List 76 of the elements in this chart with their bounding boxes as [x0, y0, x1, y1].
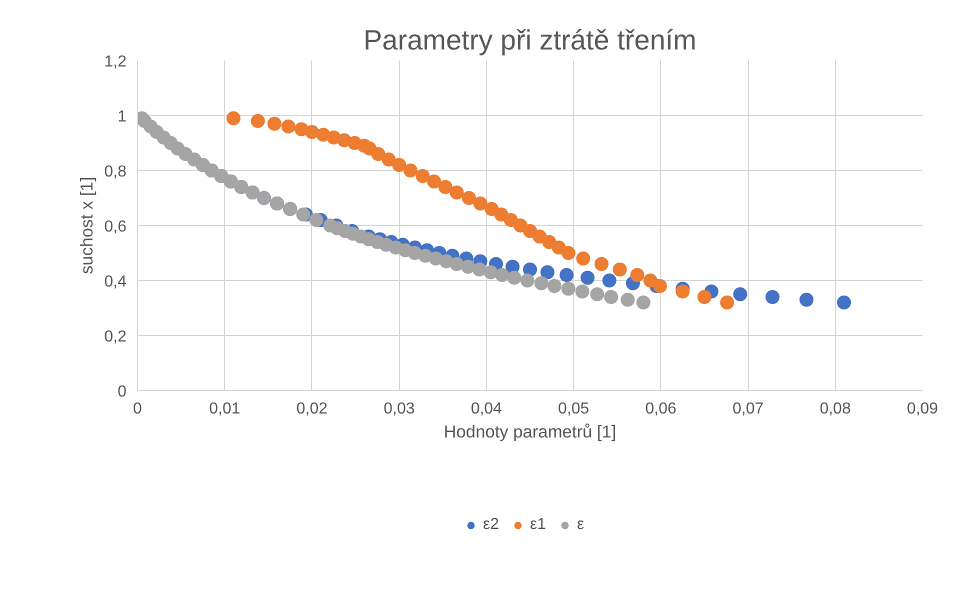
y-tick-label: 0,8 [104, 164, 127, 180]
legend-label: ε1 [530, 516, 548, 534]
point [450, 257, 464, 271]
point [560, 268, 574, 282]
point [507, 270, 522, 285]
y-tick-label: 1 [118, 108, 127, 126]
point [462, 191, 476, 205]
point [404, 164, 418, 178]
point [226, 111, 240, 126]
point [652, 279, 667, 293]
x-tick-label: 0,08 [820, 400, 851, 418]
point [427, 174, 442, 188]
x-tick-label: 0,04 [470, 400, 502, 418]
point [602, 274, 616, 288]
y-tick-label: 0,6 [104, 218, 127, 236]
point [561, 246, 576, 260]
x-tick-label: 0,07 [732, 400, 764, 418]
point [520, 274, 534, 288]
point [450, 186, 464, 200]
point [576, 252, 590, 266]
legend-label: ε2 [483, 516, 500, 534]
point [416, 169, 430, 183]
point [281, 120, 296, 134]
point [676, 284, 690, 298]
point [473, 196, 488, 210]
point [580, 270, 595, 285]
point [697, 290, 712, 304]
point [575, 284, 590, 298]
point [382, 152, 396, 166]
point [547, 279, 562, 293]
point [799, 292, 814, 307]
chart-title: Parametry při ztrátě třením [364, 24, 696, 56]
point [534, 276, 548, 290]
point [636, 296, 650, 310]
point [765, 290, 780, 304]
x-tick-label: 0 [133, 400, 142, 418]
x-tick-label: 0,05 [558, 400, 590, 418]
point [594, 257, 609, 271]
y-tick-label: 0,2 [104, 328, 127, 346]
point [733, 287, 748, 302]
y-axis-title: suchost x [1] [76, 176, 96, 274]
point [494, 208, 508, 222]
point [542, 235, 556, 249]
point [720, 296, 734, 310]
x-tick-label: 0,02 [296, 400, 328, 418]
point [250, 114, 265, 128]
point [590, 287, 604, 302]
legend-label: ε [577, 516, 586, 534]
x-tick-label: 0,03 [384, 400, 415, 418]
y-tick-label: 0 [118, 384, 127, 400]
point [484, 202, 499, 216]
point [612, 262, 627, 276]
point [484, 265, 498, 280]
point [604, 290, 618, 304]
y-tick-label: 0,4 [104, 274, 127, 290]
x-axis-title: Hodnoty parametrů [1] [444, 422, 616, 442]
x-tick-label: 0,09 [906, 400, 938, 418]
point [371, 147, 386, 161]
x-tick-label: 0,06 [645, 400, 677, 418]
point [561, 282, 576, 296]
x-tick-label: 0,01 [209, 400, 240, 418]
point [837, 296, 851, 310]
y-tick-label: 1,2 [104, 54, 127, 70]
point [472, 262, 486, 276]
point [392, 158, 406, 172]
point [296, 208, 310, 222]
point [540, 265, 554, 280]
point [309, 213, 324, 227]
point [523, 262, 537, 276]
point [438, 180, 452, 194]
point [304, 125, 319, 139]
point [267, 116, 282, 131]
point [461, 260, 476, 274]
point [620, 292, 635, 307]
point [630, 268, 644, 282]
point [495, 268, 510, 282]
